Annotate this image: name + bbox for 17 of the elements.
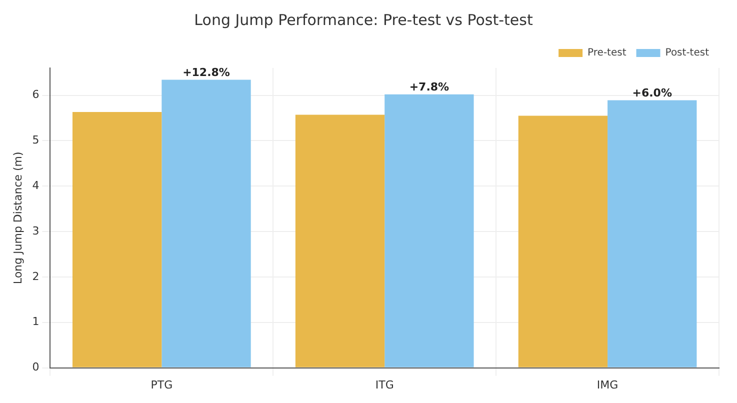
y-tick-label: 4: [32, 178, 40, 192]
y-tick-label: 3: [32, 224, 40, 238]
legend-label: Pre-test: [588, 48, 626, 59]
x-tick-label: IMG: [596, 378, 618, 392]
x-tick-label: PTG: [150, 378, 173, 392]
x-tick-label: ITG: [375, 378, 394, 392]
y-tick-label: 6: [32, 88, 40, 102]
y-tick-label: 1: [32, 315, 40, 328]
chart-title: Long Jump Performance: Pre-test vs Post-test: [194, 10, 533, 29]
annotation: +7.8%: [409, 80, 450, 94]
y-tick-label: 0: [32, 360, 40, 374]
y-tick-label: 5: [32, 134, 40, 147]
annotation: +6.0%: [632, 86, 672, 100]
y-tick-label: 2: [32, 270, 40, 283]
annotation: +12.8%: [182, 66, 230, 80]
y-axis-title: Long Jump Distance (m): [11, 152, 24, 284]
legend-label: Post-test: [665, 48, 710, 59]
